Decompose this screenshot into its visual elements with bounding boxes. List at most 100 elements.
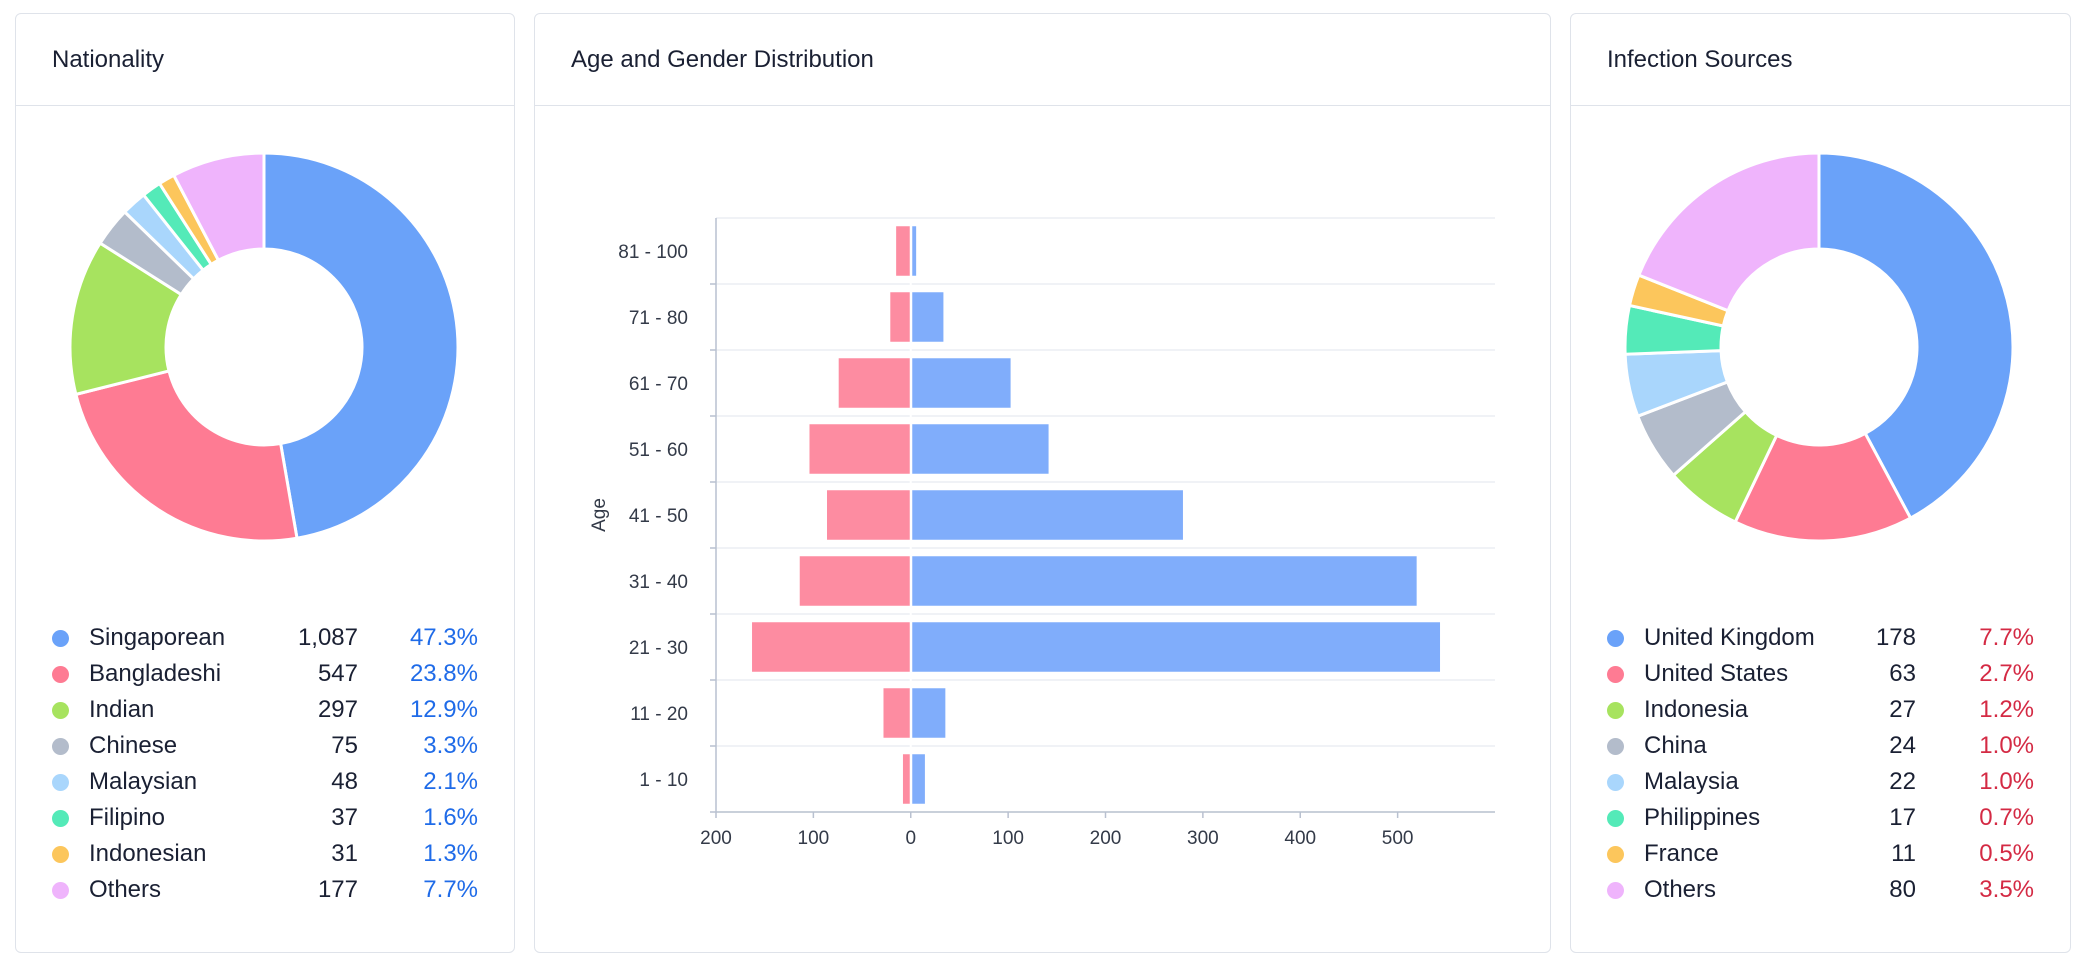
infection-sources-legend: United Kingdom 178 7.7% United States 63 2.7%… — [1607, 620, 2034, 908]
x-tick-label: 400 — [1284, 828, 1316, 849]
legend-label: Others — [89, 876, 162, 903]
legend-count: 37 — [331, 804, 358, 831]
male-bar[interactable] — [912, 622, 1441, 672]
y-axis-title: Age — [589, 498, 610, 532]
legend-label: United Kingdom — [1644, 624, 1815, 651]
nationality-legend-item[interactable]: Indonesian 31 1.3% — [52, 836, 478, 872]
legend-percent: 2.7% — [1979, 660, 2034, 687]
legend-dot-icon — [52, 809, 69, 827]
legend-count: 22 — [1889, 768, 1916, 795]
nationality-legend-item[interactable]: Filipino 37 1.6% — [52, 800, 478, 836]
male-bar[interactable] — [912, 424, 1049, 474]
legend-dot-icon — [1607, 665, 1624, 683]
female-bar[interactable] — [799, 556, 911, 606]
infection-source-legend-item[interactable]: Others 80 3.5% — [1607, 872, 2034, 908]
male-bar[interactable] — [912, 226, 917, 276]
female-bar[interactable] — [827, 490, 911, 540]
nationality-legend-item[interactable]: Malaysian 48 2.1% — [52, 764, 478, 800]
x-tick-label: 300 — [1187, 828, 1219, 849]
legend-dot-icon — [1607, 809, 1624, 827]
age-gender-pyramid-chart[interactable]: 1 - 10 11 - 20 21 - 30 31 - 40 41 - 50 51 - 6… — [535, 124, 1551, 854]
infection-source-legend-item[interactable]: Indonesia 27 1.2% — [1607, 692, 2034, 728]
legend-label: Filipino — [89, 804, 166, 831]
legend-percent: 1.2% — [1979, 696, 2034, 723]
infection-sources-donut-chart[interactable] — [1571, 151, 2071, 571]
legend-dot-icon — [52, 881, 69, 899]
legend-count: 1,087 — [297, 624, 358, 651]
legend-count: 178 — [1875, 624, 1916, 651]
infection-source-legend-item[interactable]: United States 63 2.7% — [1607, 656, 2034, 692]
x-tick-label: 200 — [700, 828, 732, 849]
infection-source-legend-item[interactable]: United Kingdom 178 7.7% — [1607, 620, 2034, 656]
nationality-legend-item[interactable]: Chinese 75 3.3% — [52, 728, 478, 764]
infection-sources-title: Infection Sources — [1571, 14, 2070, 106]
nationality-slice-others[interactable] — [171, 151, 266, 263]
legend-dot-icon — [52, 701, 69, 719]
nationality-legend-item[interactable]: Bangladeshi 547 23.8% — [52, 656, 478, 692]
legend-label: Indian — [89, 696, 155, 723]
female-bar[interactable] — [896, 226, 911, 276]
legend-count: 63 — [1889, 660, 1916, 687]
infection-source-slice-others[interactable] — [1636, 151, 1821, 313]
legend-label: Chinese — [89, 732, 178, 759]
male-bar[interactable] — [912, 556, 1417, 606]
y-tick-label: 21 - 30 — [629, 638, 688, 659]
legend-count: 80 — [1889, 876, 1916, 903]
legend-percent: 3.3% — [423, 732, 478, 759]
female-bar[interactable] — [883, 688, 911, 738]
nationality-legend-item[interactable]: Indian 297 12.9% — [52, 692, 478, 728]
age-gender-title: Age and Gender Distribution — [535, 14, 1550, 106]
nationality-legend-item[interactable]: Singaporean 1,087 47.3% — [52, 620, 478, 656]
infection-source-legend-item[interactable]: France 11 0.5% — [1607, 836, 2034, 872]
y-tick-label: 61 - 70 — [629, 374, 688, 395]
male-bar[interactable] — [912, 358, 1011, 408]
legend-percent: 3.5% — [1979, 876, 2034, 903]
infection-source-slice-united-kingdom[interactable] — [1817, 151, 2015, 521]
x-tick-label: 500 — [1382, 828, 1414, 849]
nationality-donut-chart[interactable] — [16, 151, 515, 571]
legend-label: Bangladeshi — [89, 660, 222, 687]
legend-count: 11 — [1891, 840, 1916, 867]
legend-percent: 23.8% — [409, 660, 478, 687]
x-tick-label: 0 — [905, 828, 916, 849]
nationality-legend-item[interactable]: Others 177 7.7% — [52, 872, 478, 908]
legend-percent: 7.7% — [1979, 624, 2034, 651]
infection-source-legend-item[interactable]: Philippines 17 0.7% — [1607, 800, 2034, 836]
female-bar[interactable] — [838, 358, 911, 408]
infection-source-legend-item[interactable]: Malaysia 22 1.0% — [1607, 764, 2034, 800]
legend-label: France — [1644, 840, 1719, 867]
male-bar[interactable] — [912, 490, 1183, 540]
y-tick-label: 41 - 50 — [629, 506, 688, 527]
legend-percent: 0.5% — [1979, 840, 2034, 867]
legend-label: Singaporean — [89, 624, 226, 651]
legend-percent: 1.0% — [1979, 768, 2034, 795]
female-bar[interactable] — [890, 292, 911, 342]
legend-percent: 0.7% — [1979, 804, 2034, 831]
female-bar[interactable] — [752, 622, 911, 672]
legend-count: 31 — [331, 840, 358, 867]
female-bar[interactable] — [809, 424, 911, 474]
legend-dot-icon — [1607, 845, 1624, 863]
nationality-card: Nationality Singaporean 1,087 47.3% Banglad… — [15, 13, 515, 953]
legend-label: Indonesia — [1644, 696, 1749, 723]
x-tick-label: 100 — [992, 828, 1024, 849]
male-bar[interactable] — [912, 688, 946, 738]
infection-sources-card: Infection Sources United Kingdom 178 7.7% U… — [1570, 13, 2071, 953]
y-tick-label: 81 - 100 — [618, 242, 688, 263]
legend-count: 547 — [317, 660, 358, 687]
nationality-slice-singaporean[interactable] — [262, 151, 460, 540]
nationality-slice-bangladeshi[interactable] — [74, 369, 299, 543]
male-bar[interactable] — [912, 292, 944, 342]
legend-count: 177 — [317, 876, 358, 903]
legend-dot-icon — [1607, 629, 1624, 647]
legend-dot-icon — [1607, 701, 1624, 719]
legend-dot-icon — [52, 737, 69, 755]
infection-source-legend-item[interactable]: China 24 1.0% — [1607, 728, 2034, 764]
legend-dot-icon — [1607, 881, 1624, 899]
male-bar[interactable] — [912, 754, 925, 804]
legend-percent: 1.3% — [423, 840, 478, 867]
legend-percent: 1.6% — [423, 804, 478, 831]
legend-label: Indonesian — [89, 840, 207, 867]
female-bar[interactable] — [902, 754, 911, 804]
legend-dot-icon — [1607, 773, 1624, 791]
